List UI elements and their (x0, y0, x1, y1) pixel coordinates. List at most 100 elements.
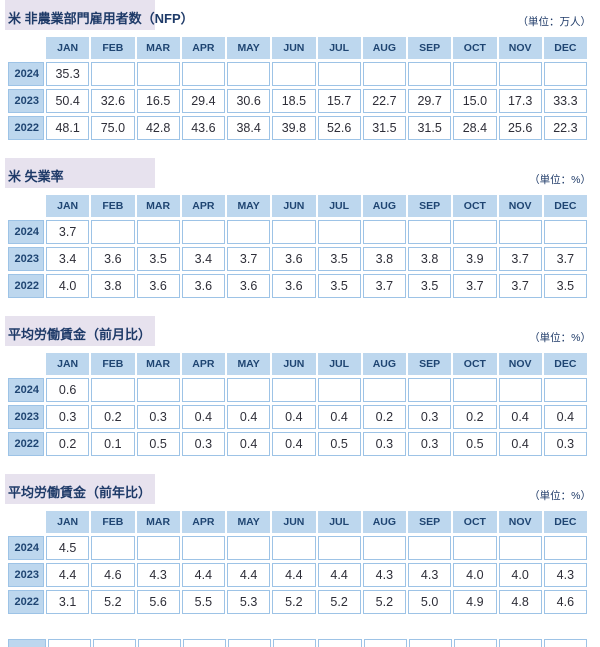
value-cell: 3.6 (272, 247, 316, 271)
clipped-value-cell (543, 639, 587, 647)
unit-label: （単位：万人） (517, 16, 592, 28)
value-cell (181, 220, 225, 244)
value-cell (227, 62, 271, 86)
value-cell: 16.5 (136, 89, 180, 113)
month-header: AUG (362, 37, 406, 59)
value-cell: 43.6 (181, 116, 225, 140)
year-label: 2023 (8, 563, 44, 587)
value-cell: 4.6 (543, 590, 587, 614)
month-header: MAY (227, 353, 271, 375)
value-cell (543, 536, 587, 560)
value-cell: 0.2 (46, 432, 90, 456)
value-cell: 3.7 (543, 247, 587, 271)
value-cell: 0.3 (408, 432, 452, 456)
data-table: JAN FEB MAR APR MAY JUN JUL AUG SEP OCT NOV DEC 202… (6, 34, 589, 143)
month-header: OCT (453, 195, 497, 217)
table-section: 米 非農業部門雇用者数（NFP） （単位：万人） JAN FEB MAR APR MAY… (5, 0, 592, 143)
month-header-row: JAN FEB MAR APR MAY JUN JUL AUG SEP OCT NOV DEC (8, 195, 587, 217)
value-cell: 0.4 (543, 405, 587, 429)
month-header: JUN (272, 37, 316, 59)
value-cell: 4.3 (362, 563, 406, 587)
clipped-year-cell (8, 639, 46, 647)
month-header: NOV (498, 195, 542, 217)
value-cell: 39.8 (272, 116, 316, 140)
month-header: JAN (46, 353, 90, 375)
corner-cell (8, 37, 44, 59)
clipped-value-cell (363, 639, 407, 647)
value-cell: 0.3 (543, 432, 587, 456)
value-cell: 0.3 (362, 432, 406, 456)
value-cell: 5.5 (181, 590, 225, 614)
value-cell (272, 62, 316, 86)
value-cell: 4.3 (136, 563, 180, 587)
value-cell: 0.3 (46, 405, 90, 429)
value-cell: 22.7 (362, 89, 406, 113)
value-cell: 0.2 (91, 405, 135, 429)
value-cell: 3.6 (227, 274, 271, 298)
value-cell: 52.6 (317, 116, 361, 140)
month-header: JUL (317, 353, 361, 375)
value-cell: 3.8 (362, 247, 406, 271)
month-header: JAN (46, 511, 90, 533)
value-cell: 5.0 (408, 590, 452, 614)
month-header: APR (181, 37, 225, 59)
value-cell: 30.6 (227, 89, 271, 113)
year-row: 2023 3.4 3.6 3.5 3.4 3.7 3.6 3.5 3.8 3.8 3.9 3.7 3.7 (8, 247, 587, 271)
year-label: 2024 (8, 220, 44, 244)
month-header: AUG (362, 195, 406, 217)
value-cell (362, 220, 406, 244)
clipped-value-cell (183, 639, 227, 647)
value-cell (91, 536, 135, 560)
month-header: JUL (317, 195, 361, 217)
clipped-value-cell (498, 639, 542, 647)
value-cell: 4.3 (543, 563, 587, 587)
year-label: 2024 (8, 536, 44, 560)
value-cell: 42.8 (136, 116, 180, 140)
value-cell: 75.0 (91, 116, 135, 140)
month-header: APR (181, 511, 225, 533)
value-cell: 4.8 (498, 590, 542, 614)
value-cell (498, 220, 542, 244)
month-header: MAR (136, 37, 180, 59)
month-header: NOV (498, 511, 542, 533)
value-cell: 3.9 (453, 247, 497, 271)
corner-cell (8, 353, 44, 375)
month-header: OCT (453, 37, 497, 59)
value-cell (498, 378, 542, 402)
month-header: MAY (227, 511, 271, 533)
year-row: 2023 4.4 4.6 4.3 4.4 4.4 4.4 4.4 4.3 4.3 4.0 4.0 4.3 (8, 563, 587, 587)
value-cell (362, 62, 406, 86)
value-cell (272, 536, 316, 560)
year-row: 2024 0.6 (8, 378, 587, 402)
value-cell: 31.5 (362, 116, 406, 140)
year-label: 2023 (8, 247, 44, 271)
month-header: JUL (317, 511, 361, 533)
value-cell: 29.7 (408, 89, 452, 113)
month-header: JUN (272, 195, 316, 217)
month-header: OCT (453, 511, 497, 533)
value-cell: 0.6 (46, 378, 90, 402)
month-header: FEB (91, 353, 135, 375)
year-row: 2024 3.7 (8, 220, 587, 244)
value-cell (543, 378, 587, 402)
value-cell: 4.0 (453, 563, 497, 587)
year-row: 2022 48.1 75.0 42.8 43.6 38.4 39.8 52.6 31.5 31.5… (8, 116, 587, 140)
value-cell (498, 62, 542, 86)
value-cell: 0.4 (227, 405, 271, 429)
value-cell: 28.4 (453, 116, 497, 140)
year-label: 2022 (8, 274, 44, 298)
month-header: FEB (91, 511, 135, 533)
month-header-row: JAN FEB MAR APR MAY JUN JUL AUG SEP OCT NOV DEC (8, 511, 587, 533)
value-cell: 3.7 (498, 247, 542, 271)
value-cell: 50.4 (46, 89, 90, 113)
value-cell: 3.7 (46, 220, 90, 244)
value-cell: 38.4 (227, 116, 271, 140)
value-cell: 5.2 (272, 590, 316, 614)
value-cell: 0.4 (181, 405, 225, 429)
value-cell (181, 536, 225, 560)
value-cell: 0.4 (272, 432, 316, 456)
value-cell: 29.4 (181, 89, 225, 113)
value-cell: 0.3 (136, 405, 180, 429)
month-header: SEP (408, 37, 452, 59)
